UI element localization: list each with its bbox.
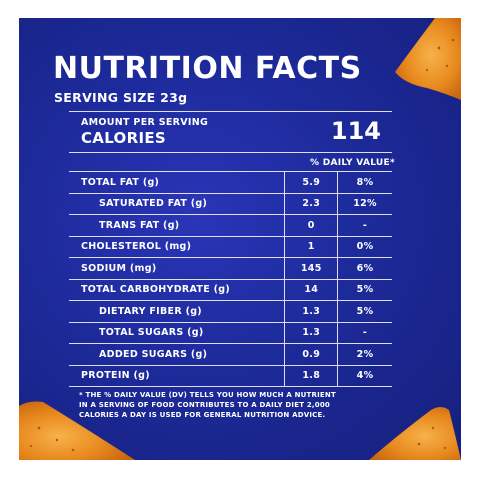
table-row: TOTAL FAT (g) 5.9 8% (69, 171, 392, 193)
footnote-line: IN A SERVING OF FOOD CONTRIBUTES TO A DA… (79, 401, 330, 409)
table-row: SODIUM (mg) 145 6% (69, 257, 392, 279)
table-row: TOTAL CARBOHYDRATE (g) 14 5% (69, 278, 392, 301)
nutrient-name: TOTAL SUGARS (g) (69, 321, 285, 344)
nutrient-daily-value: - (337, 321, 392, 344)
calories-label: CALORIES (81, 129, 166, 147)
table-row: ADDED SUGARS (g) 0.9 2% (69, 343, 392, 365)
table-row: CHOLESTEROL (mg) 1 0% (69, 235, 392, 258)
nutrient-amount: 1.3 (284, 321, 338, 344)
nutrient-daily-value: 4% (337, 364, 392, 387)
calories-value: 114 (330, 117, 381, 145)
nutrient-name: SODIUM (mg) (69, 257, 285, 279)
nutrient-amount: 1.3 (284, 300, 338, 322)
nutrient-table: TOTAL FAT (g) 5.9 8% SATURATED FAT (g) 2… (69, 171, 392, 387)
divider-top (69, 111, 392, 112)
nutrient-name: TRANS FAT (g) (69, 214, 285, 236)
tortilla-chip-bottom-left (19, 401, 135, 460)
nutrient-amount: 1.8 (284, 364, 338, 387)
nutrient-daily-value: - (337, 214, 392, 236)
serving-size: SERVING SIZE 23g (54, 90, 188, 105)
nutrition-facts-title: NUTRITION FACTS (53, 51, 362, 86)
table-row: PROTEIN (g) 1.8 4% (69, 364, 392, 387)
nutrient-daily-value: 6% (337, 257, 392, 279)
nutrition-panel: NUTRITION FACTS SERVING SIZE 23g AMOUNT … (19, 18, 461, 460)
nutrient-name: DIETARY FIBER (g) (69, 300, 285, 322)
daily-value-header: % DAILY VALUE* (309, 158, 395, 168)
nutrient-daily-value: 5% (337, 300, 392, 322)
nutrient-name: TOTAL FAT (g) (69, 171, 285, 193)
table-row: TOTAL SUGARS (g) 1.3 - (69, 321, 392, 344)
amount-per-serving-label: AMOUNT PER SERVING (81, 117, 209, 128)
nutrient-name: SATURATED FAT (g) (69, 192, 285, 215)
nutrient-daily-value: 0% (337, 235, 392, 258)
nutrient-amount: 14 (284, 278, 338, 301)
nutrient-amount: 0 (284, 214, 338, 236)
daily-value-footnote: * THE % DAILY VALUE (DV) TELLS YOU HOW M… (79, 390, 389, 420)
nutrient-name: ADDED SUGARS (g) (69, 343, 285, 365)
nutrient-amount: 1 (284, 235, 338, 258)
table-row: SATURATED FAT (g) 2.3 12% (69, 192, 392, 215)
tortilla-chip-bottom-right (369, 407, 461, 460)
nutrient-daily-value: 12% (337, 192, 392, 215)
footnote-line: CALORIES A DAY IS USED FOR GENERAL NUTRI… (79, 411, 326, 419)
nutrient-name: TOTAL CARBOHYDRATE (g) (69, 278, 285, 301)
nutrient-name: CHOLESTEROL (mg) (69, 235, 285, 258)
footnote-line: * THE % DAILY VALUE (DV) TELLS YOU HOW M… (79, 391, 336, 399)
nutrient-amount: 0.9 (284, 343, 338, 365)
nutrient-daily-value: 8% (337, 171, 392, 193)
nutrient-daily-value: 2% (337, 343, 392, 365)
nutrient-amount: 145 (284, 257, 338, 279)
nutrient-amount: 5.9 (284, 171, 338, 193)
divider-calories (69, 152, 392, 153)
table-row: TRANS FAT (g) 0 - (69, 214, 392, 236)
table-row: DIETARY FIBER (g) 1.3 5% (69, 300, 392, 322)
nutrient-name: PROTEIN (g) (69, 364, 285, 387)
tortilla-chip-top-right (395, 18, 461, 100)
nutrient-amount: 2.3 (284, 192, 338, 215)
nutrient-daily-value: 5% (337, 278, 392, 301)
